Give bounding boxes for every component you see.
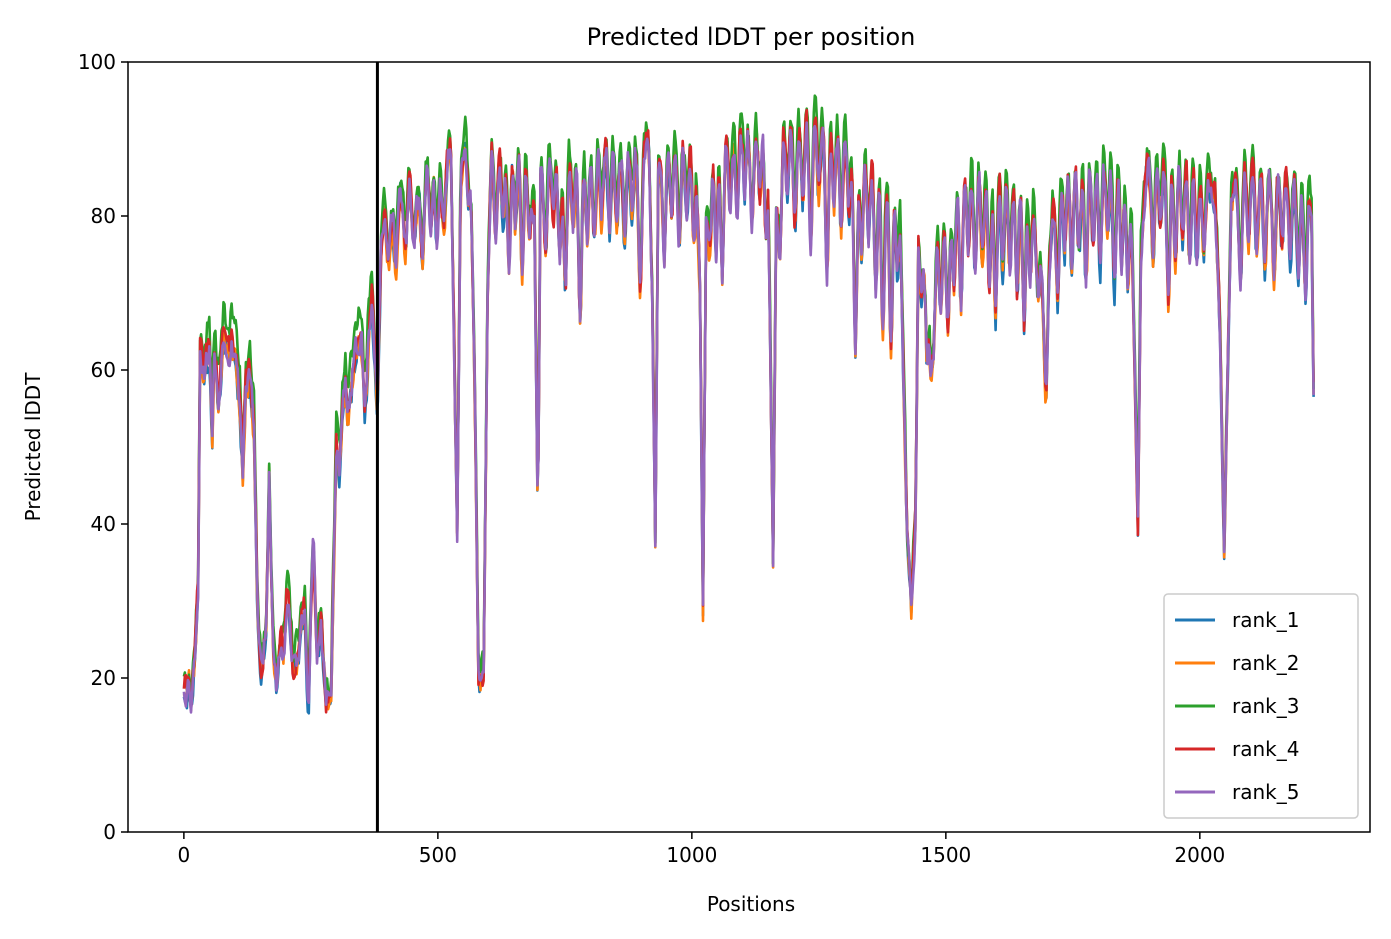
series-line-rank_5 [182,121,1315,714]
y-tick-label: 40 [91,512,116,536]
x-tick-label: 500 [419,843,457,867]
plot-frame [127,61,1371,833]
x-axis: 0 500 1000 1500 2000 [178,832,1225,867]
y-axis: 0 20 40 60 80 100 [78,50,128,844]
legend-frame [1163,593,1359,819]
x-axis-title: Positions [707,892,795,916]
series-layer [182,94,1315,715]
legend-label-rank_4: rank_4 [1232,737,1299,761]
x-tick-label: 0 [178,843,191,867]
y-tick-label: 80 [91,204,116,228]
legend: rank_1 rank_2 rank_3 rank_4 rank_5 [1163,593,1359,819]
legend-label-rank_3: rank_3 [1232,694,1299,718]
chart-title: Predicted lDDT per position [587,23,916,51]
legend-label-rank_1: rank_1 [1232,608,1299,632]
legend-label-rank_5: rank_5 [1232,780,1299,804]
y-tick-label: 20 [91,666,116,690]
x-tick-label: 1500 [920,843,971,867]
x-tick-label: 1000 [666,843,717,867]
legend-label-rank_2: rank_2 [1232,651,1299,675]
y-tick-label: 0 [103,820,116,844]
y-axis-title: Predicted lDDT [21,372,45,522]
x-tick-label: 2000 [1174,843,1225,867]
y-tick-label: 100 [78,50,116,74]
plot-area [127,61,1371,833]
y-tick-label: 60 [91,358,116,382]
legend-items: rank_1 rank_2 rank_3 rank_4 rank_5 [1175,608,1299,804]
